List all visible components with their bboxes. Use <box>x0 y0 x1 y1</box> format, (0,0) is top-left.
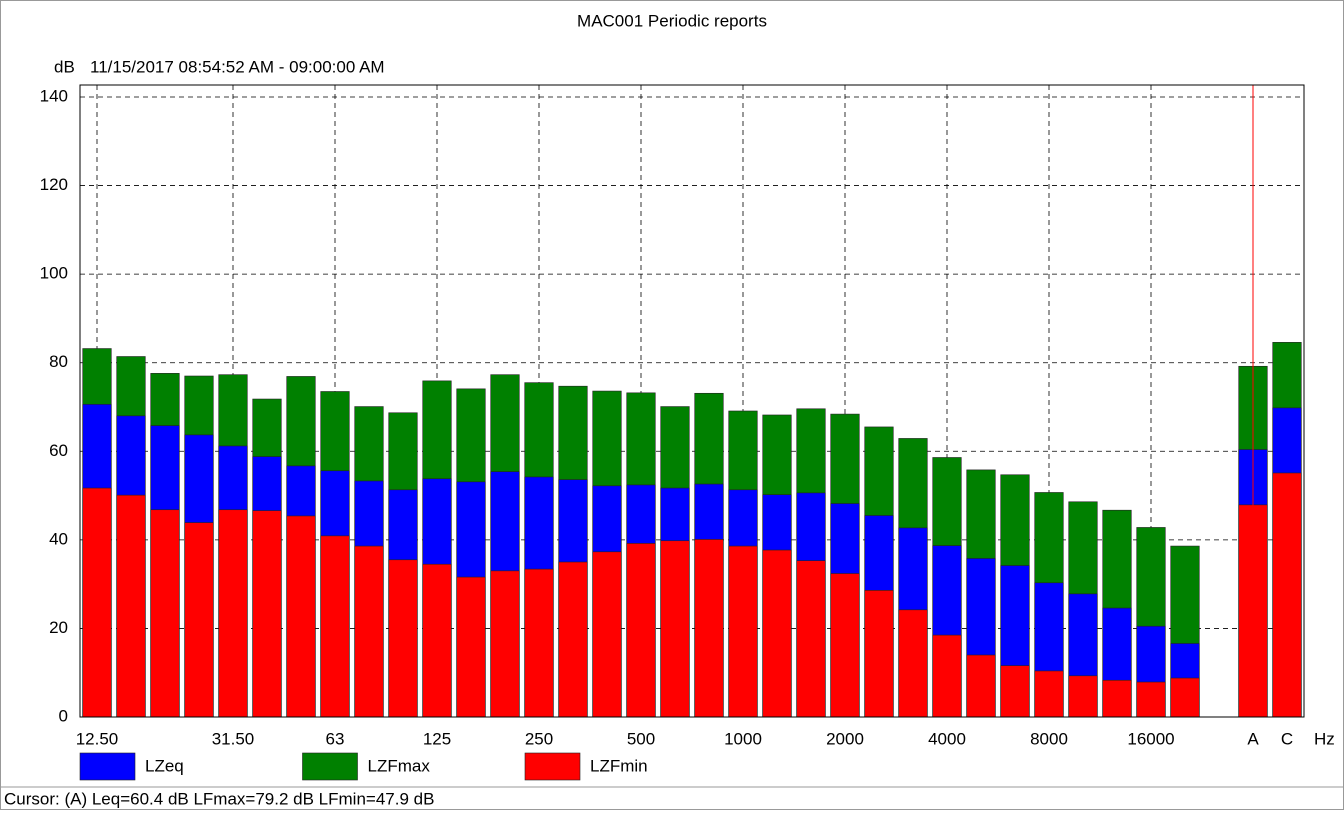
x-tick-label: 31.50 <box>212 729 255 748</box>
bar <box>932 634 962 718</box>
legend-label: LZFmax <box>368 756 431 775</box>
bar <box>456 576 486 718</box>
bar <box>558 561 588 718</box>
subtitle: 11/15/2017 08:54:52 AM - 09:00:00 AM <box>90 57 385 76</box>
legend-swatch <box>302 752 358 781</box>
y-tick-label: 80 <box>49 352 68 371</box>
bar <box>524 568 554 718</box>
cursor-readout: Cursor: (A) Leq=60.4 dB LFmax=79.2 dB LF… <box>4 789 434 808</box>
bar <box>898 609 928 718</box>
y-tick-label: 140 <box>40 86 68 105</box>
bar <box>762 549 792 718</box>
bar <box>966 654 996 718</box>
bar <box>354 545 384 718</box>
bar <box>150 509 180 718</box>
plot-frame <box>79 84 1305 718</box>
y-tick-label: 100 <box>40 264 68 283</box>
bar <box>592 551 622 718</box>
x-tick-label: 4000 <box>928 729 966 748</box>
bar <box>830 573 860 718</box>
x-tick-label: 12.50 <box>76 729 119 748</box>
legend-label: LZFmin <box>590 756 648 775</box>
bar <box>1272 472 1302 718</box>
bar <box>320 535 350 718</box>
x-tick-label: 500 <box>627 729 655 748</box>
y-axis-label: dB <box>54 57 75 76</box>
bar <box>286 515 316 718</box>
bar <box>184 522 214 718</box>
bar <box>1170 677 1200 718</box>
x-tick-label: 2000 <box>826 729 864 748</box>
x-tick-label: A <box>1247 729 1259 748</box>
x-tick-label: C <box>1281 729 1293 748</box>
bar <box>1136 681 1166 718</box>
bar <box>82 487 112 718</box>
bar <box>116 494 146 718</box>
y-tick-label: 40 <box>49 529 68 548</box>
x-tick-label: 63 <box>326 729 345 748</box>
y-tick-label: 120 <box>40 175 68 194</box>
y-tick-label: 20 <box>49 618 68 637</box>
x-tick-label: 1000 <box>724 729 762 748</box>
bar <box>796 560 826 718</box>
y-tick-label: 60 <box>49 441 68 460</box>
bar <box>1000 665 1030 718</box>
bar <box>490 570 520 718</box>
bar <box>864 590 894 718</box>
bar <box>1102 679 1132 718</box>
x-tick-label: 125 <box>423 729 451 748</box>
bar <box>422 563 452 718</box>
y-tick-label: 0 <box>59 706 68 725</box>
bar <box>728 545 758 718</box>
bar <box>388 559 418 718</box>
x-tick-label: 250 <box>525 729 553 748</box>
bar <box>626 543 656 718</box>
bar <box>218 509 248 718</box>
x-axis-label: Hz <box>1314 729 1335 748</box>
x-tick-label: 16000 <box>1127 729 1174 748</box>
bar <box>1068 675 1098 718</box>
legend-label: LZeq <box>145 756 184 775</box>
bar <box>660 540 690 718</box>
x-tick-label: 8000 <box>1030 729 1068 748</box>
chart-title: MAC001 Periodic reports <box>577 11 767 30</box>
bar <box>252 510 282 718</box>
bar <box>694 539 724 718</box>
legend-swatch <box>79 752 136 781</box>
bar <box>1034 670 1064 718</box>
legend-swatch <box>524 752 581 781</box>
